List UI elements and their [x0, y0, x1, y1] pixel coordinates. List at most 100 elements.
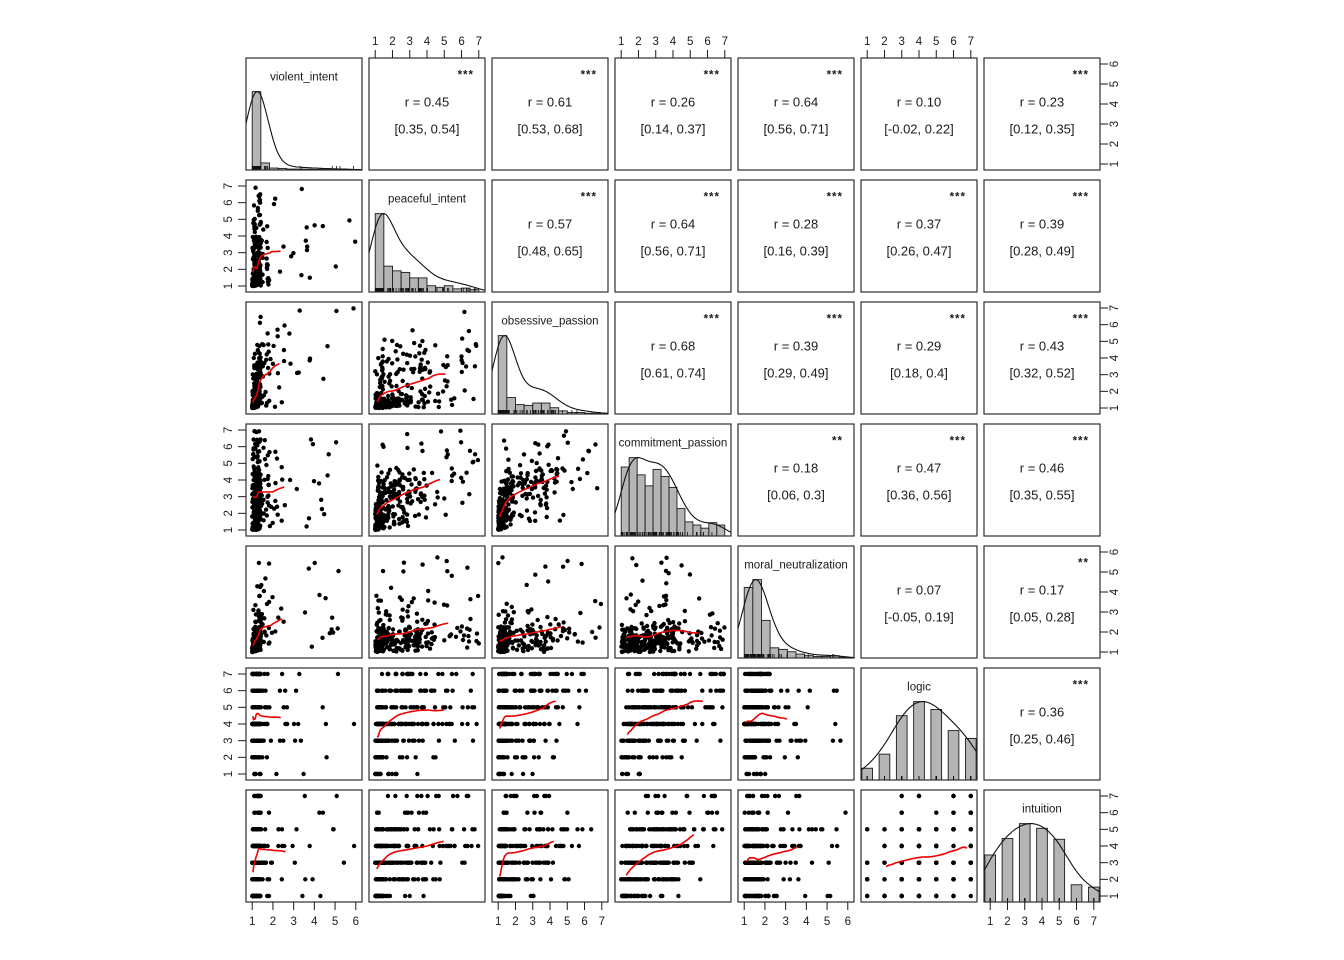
- loess-smooth-line: [376, 709, 445, 738]
- scatter-panel-r4c3: [491, 423, 609, 537]
- confidence-interval: [0.35, 0.55]: [1009, 488, 1074, 503]
- density-curve-obsessive_passion: [491, 335, 609, 414]
- loess-smooth-line: [376, 373, 446, 403]
- significance-stars: ***: [581, 70, 597, 82]
- loess-smooth-line: [499, 625, 562, 643]
- correlation-value: r = 0.64: [651, 217, 695, 232]
- axes: 1 2 3 4 5 6 7 1 2 3 4 5 6 7 1 2 3 4 5 6 71 2 3 4 5 6 1 2 3 4 5 6 7 1 2 3 4 5 6…: [223, 36, 1121, 928]
- loess-smooth-line: [745, 712, 788, 723]
- corr-panel-r4c7: *** r = 0.46 [0.35, 0.55]: [983, 423, 1101, 537]
- scatter-panel-r7c5: [737, 789, 855, 903]
- significance-stars: ***: [704, 192, 720, 204]
- loess-smooth-line: [376, 840, 444, 870]
- histogram-logic: [861, 701, 977, 781]
- confidence-interval: [0.61, 0.74]: [640, 366, 705, 381]
- correlation-value: r = 0.28: [774, 217, 818, 232]
- loess-smooth-line: [252, 486, 285, 499]
- significance-stars: ***: [950, 436, 966, 448]
- rug-commitment_passion: [620, 532, 713, 536]
- scatter-panel-r6c2: [368, 667, 486, 781]
- confidence-interval: [0.28, 0.49]: [1009, 244, 1074, 259]
- corr-panel-r3c4: *** r = 0.68 [0.61, 0.74]: [614, 301, 732, 415]
- confidence-interval: [0.16, 0.39]: [763, 244, 828, 259]
- histogram-peaceful_intent: [374, 213, 480, 293]
- correlation-value: r = 0.37: [897, 217, 941, 232]
- scatter-panel-r5c2: [368, 545, 486, 659]
- scatter-panel-r5c1: [245, 545, 363, 659]
- loess-smooth-line: [252, 712, 281, 721]
- density-curve-moral_neutralization: [737, 579, 855, 659]
- confidence-interval: [0.05, 0.28]: [1009, 610, 1074, 625]
- scatter-panel-r7c1: [245, 789, 363, 903]
- scatter-points: [496, 429, 600, 532]
- correlation-value: r = 0.47: [897, 461, 941, 476]
- corr-panel-r1c5: *** r = 0.64 [0.56, 0.71]: [737, 57, 855, 171]
- significance-stars: **: [832, 436, 843, 448]
- corr-panel-r2c5: *** r = 0.28 [0.16, 0.39]: [737, 179, 855, 293]
- density-curve-peaceful_intent: [368, 213, 486, 291]
- corr-panel-r1c2: *** r = 0.45 [0.35, 0.54]: [368, 57, 486, 171]
- scatter-points: [373, 671, 479, 777]
- correlation-value: r = 0.64: [774, 95, 818, 110]
- correlation-value: r = 0.39: [774, 339, 818, 354]
- scatter-points: [373, 555, 481, 655]
- diag-panel-peaceful_intent: peaceful_intent: [368, 179, 486, 293]
- corr-panel-r4c6: *** r = 0.47 [0.36, 0.56]: [860, 423, 978, 537]
- correlation-value: r = 0.18: [774, 461, 818, 476]
- significance-stars: ***: [1073, 314, 1089, 326]
- diag-panel-violent_intent: violent_intent: [245, 57, 363, 171]
- correlation-value: r = 0.23: [1020, 95, 1064, 110]
- scatter-points: [373, 793, 481, 899]
- corr-panel-r1c6: r = 0.10 [-0.02, 0.22]: [860, 57, 978, 171]
- confidence-interval: [0.56, 0.71]: [763, 122, 828, 137]
- rug-peaceful_intent: [374, 288, 476, 292]
- scatter-panel-r3c2: [368, 301, 486, 415]
- confidence-interval: [0.18, 0.4]: [890, 366, 948, 381]
- rug-moral_neutralization: [744, 654, 835, 658]
- loess-smooth-line: [625, 629, 699, 639]
- scatter-points: [496, 555, 604, 655]
- confidence-interval: [0.25, 0.46]: [1009, 732, 1074, 747]
- correlation-value: r = 0.36: [1020, 705, 1064, 720]
- confidence-interval: [0.26, 0.47]: [886, 244, 951, 259]
- corr-panel-r2c6: *** r = 0.37 [0.26, 0.47]: [860, 179, 978, 293]
- corr-panel-r5c7: ** r = 0.17 [0.05, 0.28]: [983, 545, 1101, 659]
- correlation-value: r = 0.07: [897, 583, 941, 598]
- correlation-value: r = 0.39: [1020, 217, 1064, 232]
- scatter-panel-r5c3: [491, 545, 609, 659]
- scatter-points: [250, 560, 341, 655]
- scatter-panel-r6c4: [614, 667, 732, 781]
- correlation-value: r = 0.68: [651, 339, 695, 354]
- significance-stars: ***: [827, 192, 843, 204]
- confidence-interval: [0.56, 0.71]: [640, 244, 705, 259]
- rug-violent_intent: [251, 166, 354, 170]
- scatter-panel-r3c1: [245, 301, 363, 415]
- density-curve-intuition: [983, 823, 1101, 893]
- significance-stars: ***: [704, 314, 720, 326]
- confidence-interval: [0.35, 0.54]: [394, 122, 459, 137]
- scatter-points: [865, 793, 973, 899]
- loess-smooth-line: [625, 834, 695, 876]
- scatter-panel-r6c1: [245, 667, 363, 781]
- histogram-violent_intent: [251, 91, 357, 171]
- correlation-value: r = 0.45: [405, 95, 449, 110]
- histogram-intuition: [984, 823, 1100, 903]
- significance-stars: ***: [827, 70, 843, 82]
- diag-label-commitment_passion: commitment_passion: [619, 437, 728, 449]
- confidence-interval: [0.32, 0.52]: [1009, 366, 1074, 381]
- significance-stars: ***: [1073, 70, 1089, 82]
- rug-obsessive_passion: [497, 410, 578, 414]
- loess-smooth-line: [252, 362, 280, 404]
- corr-panel-r5c6: r = 0.07 [-0.05, 0.19]: [860, 545, 978, 659]
- scatter-panel-r7c4: [614, 789, 732, 903]
- significance-stars: ***: [950, 314, 966, 326]
- loess-smooth-line: [745, 846, 798, 863]
- confidence-interval: [-0.05, 0.19]: [884, 610, 953, 625]
- loess-smooth-line: [252, 618, 283, 647]
- significance-stars: ***: [827, 314, 843, 326]
- scatter-panel-r7c6: [860, 789, 978, 903]
- scatter-panel-r7c2: [368, 789, 486, 903]
- significance-stars: ***: [1073, 680, 1089, 692]
